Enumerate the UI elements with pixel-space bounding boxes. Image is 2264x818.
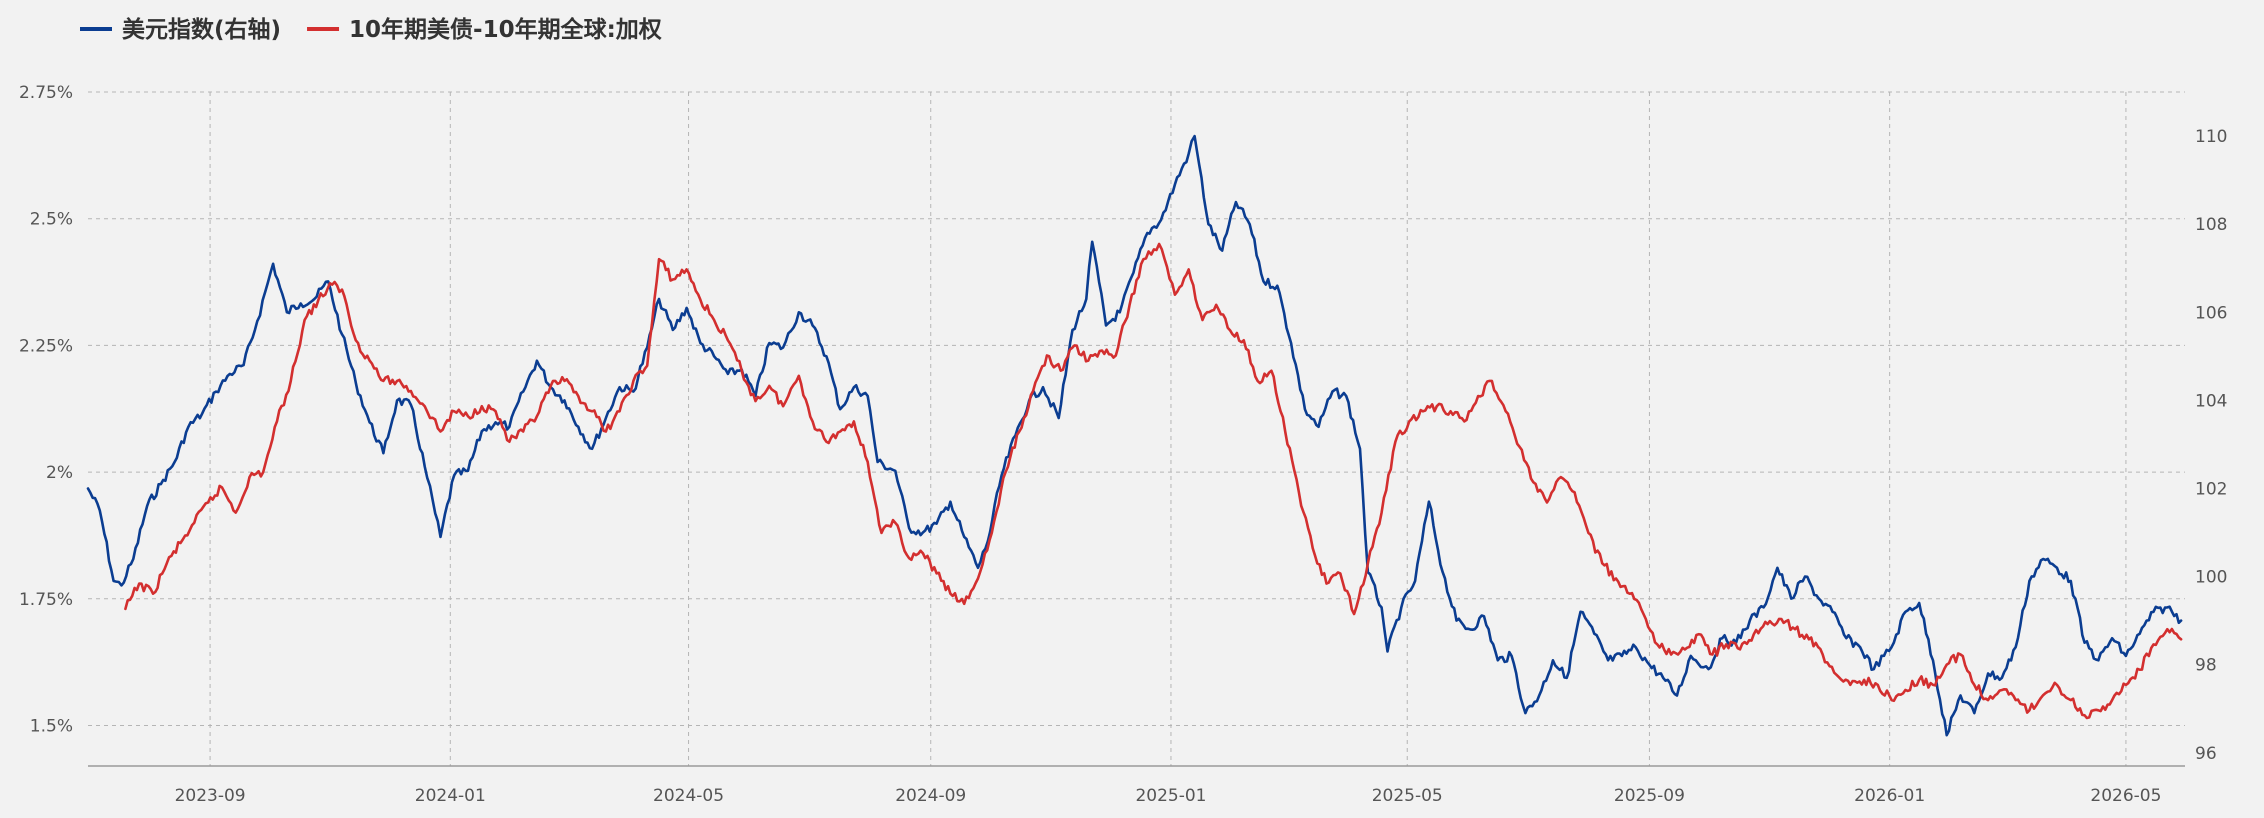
axes: 1.5% 1.75% 2% 2.25% 2.5% 2.75% 96 98 100 102 104 10… <box>19 83 2227 806</box>
legend-label: 10年期美债-10年期全球:加权 <box>349 16 662 43</box>
x-tick-label: 2025-05 <box>1372 786 1443 806</box>
y-left-tick-label: 2.75% <box>19 83 73 103</box>
y-right-tick-label: 108 <box>2195 215 2227 235</box>
x-tick-label: 2026-01 <box>1854 786 1925 806</box>
y-right-tick-label: 106 <box>2195 303 2227 323</box>
y-right-tick-label: 110 <box>2195 127 2227 147</box>
y-right-tick-label: 96 <box>2195 744 2217 764</box>
series-line-2 <box>124 242 2183 720</box>
x-tick-label: 2024-05 <box>653 786 724 806</box>
series-line-1 <box>86 134 2183 737</box>
y-left-tick-label: 2.5% <box>30 210 73 230</box>
x-tick-label: 2025-01 <box>1135 786 1206 806</box>
grid <box>88 91 2185 766</box>
x-tick-label: 2026-05 <box>2090 786 2161 806</box>
x-tick-label: 2023-09 <box>175 786 246 806</box>
legend: 美元指数(右轴) 10年期美债-10年期全球:加权 <box>80 16 662 43</box>
series <box>86 134 2183 737</box>
x-tick-label: 2025-09 <box>1614 786 1685 806</box>
y-right-tick-label: 102 <box>2195 479 2227 499</box>
y-left-tick-label: 2% <box>46 463 73 483</box>
x-tick-label: 2024-09 <box>895 786 966 806</box>
legend-label: 美元指数(右轴) <box>122 16 281 43</box>
y-left-tick-label: 1.5% <box>30 716 73 736</box>
y-right-tick-label: 104 <box>2195 391 2227 411</box>
y-right-tick-label: 98 <box>2195 656 2217 676</box>
y-right-tick-label: 100 <box>2195 568 2227 588</box>
y-left-tick-label: 1.75% <box>19 590 73 610</box>
y-left-tick-label: 2.25% <box>19 336 73 356</box>
x-tick-label: 2024-01 <box>415 786 486 806</box>
